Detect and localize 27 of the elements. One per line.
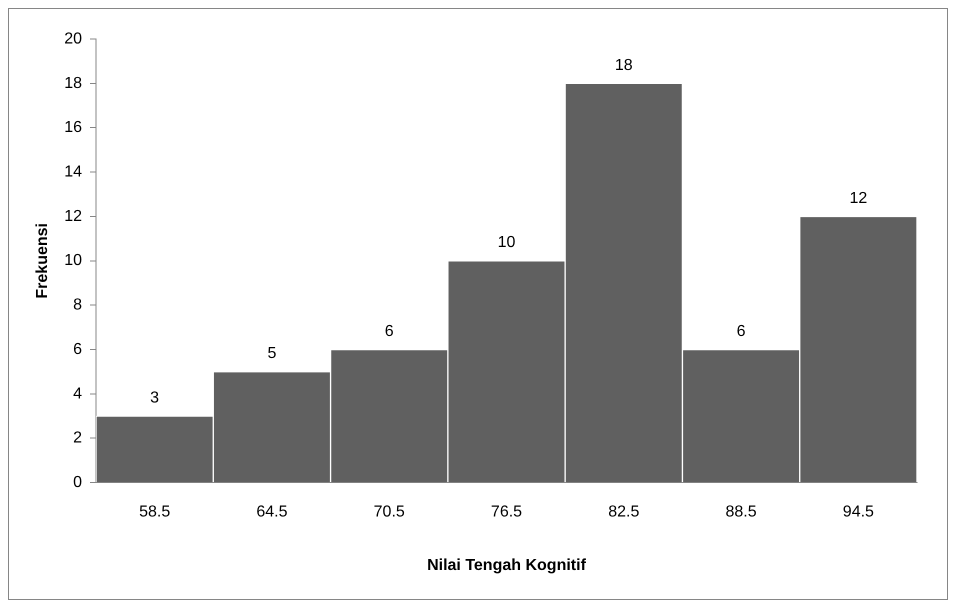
data-label: 10: [498, 234, 516, 252]
y-axis-title: Frekuensi: [34, 223, 52, 299]
data-label: 3: [150, 389, 160, 406]
data-label: 18: [614, 56, 633, 74]
x-tick-label: 94.5: [842, 504, 874, 521]
x-tick-label: 58.5: [139, 504, 170, 521]
y-tick-label: 6: [73, 340, 82, 358]
y-tick-label: 2: [73, 430, 82, 447]
y-tick-label: 10: [64, 252, 82, 270]
x-tick-label: 82.5: [608, 504, 640, 521]
data-label: 12: [849, 190, 868, 207]
data-label: 6: [736, 322, 746, 340]
y-tick-label: 12: [64, 208, 82, 225]
y-tick-label: 18: [64, 74, 82, 92]
y-tick-label: 16: [64, 119, 82, 136]
y-tick-label: 20: [64, 30, 82, 48]
x-tick-label: 70.5: [374, 504, 405, 521]
data-label: 5: [267, 345, 276, 362]
y-tick-label: 14: [64, 163, 82, 180]
y-tick-label: 8: [73, 296, 82, 314]
x-tick-label: 88.5: [726, 504, 757, 521]
y-tick-label: 4: [73, 385, 82, 402]
y-tick-label: 0: [73, 474, 82, 492]
data-label: 6: [384, 322, 394, 340]
x-tick-label: 64.5: [256, 504, 288, 521]
x-tick-label: 76.5: [490, 504, 522, 521]
x-axis-title: Nilai Tengah Kognitif: [427, 556, 587, 574]
